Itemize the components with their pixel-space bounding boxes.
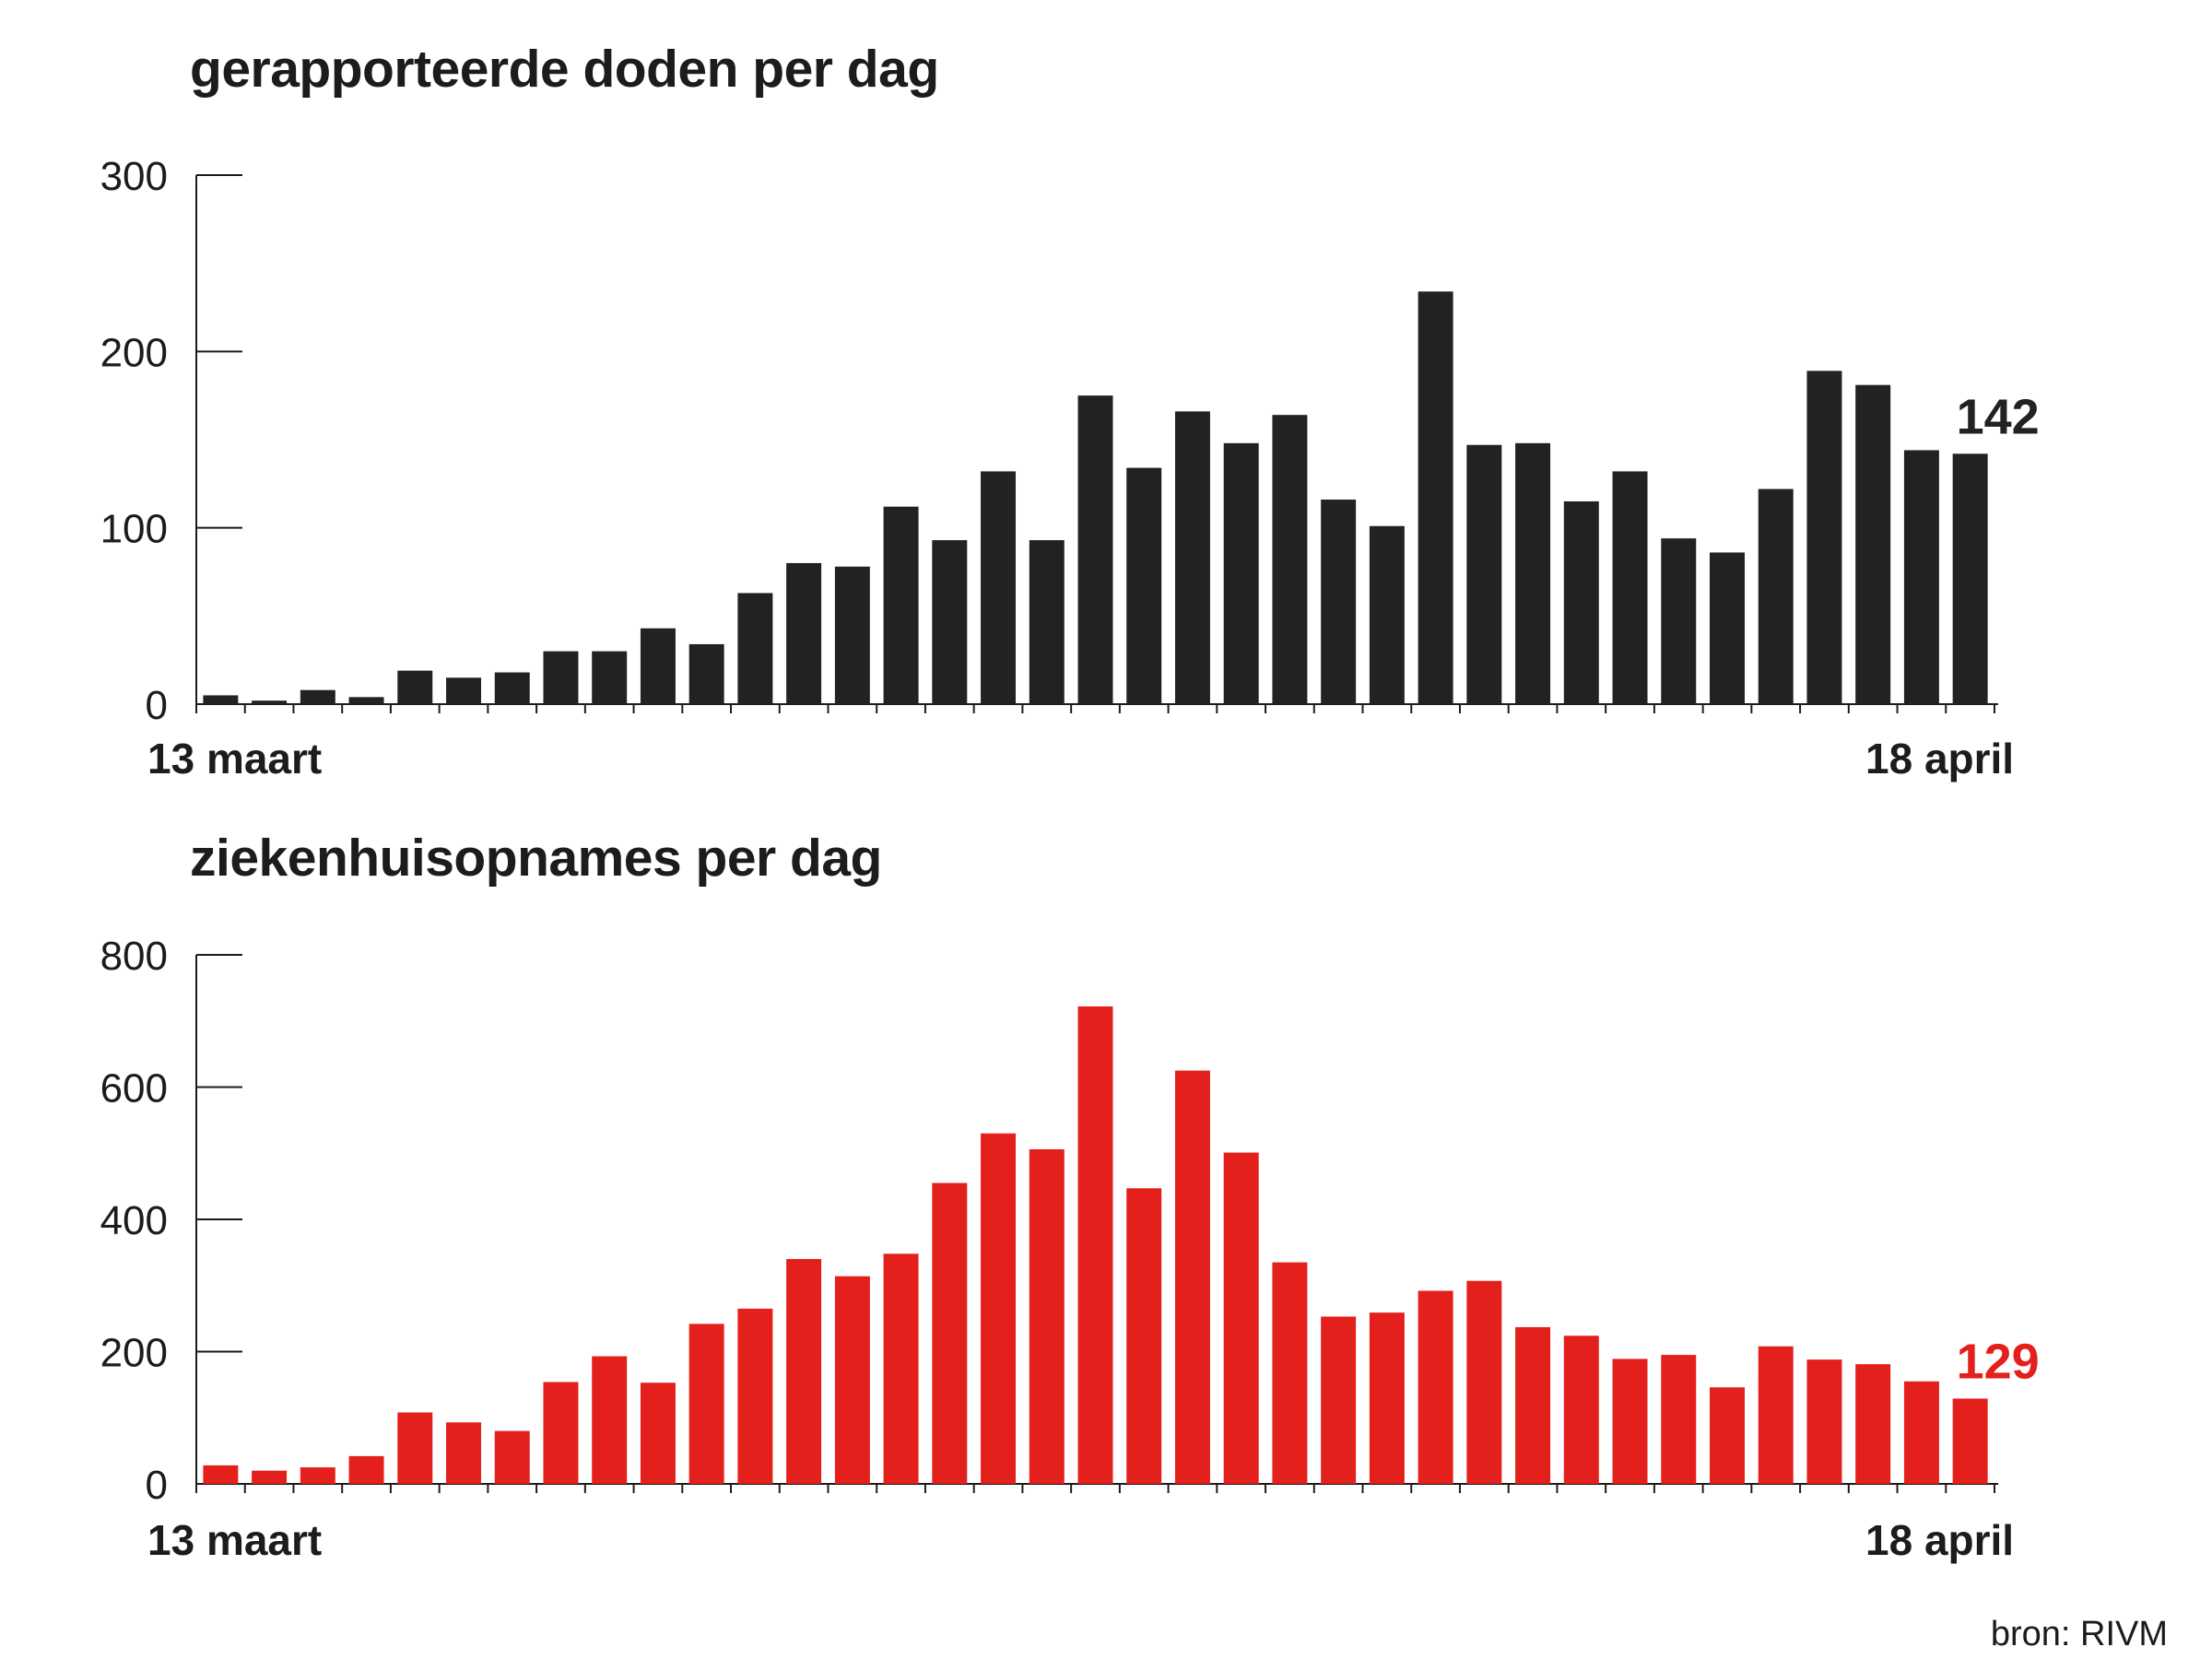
bar-deaths xyxy=(592,651,628,704)
bar-admissions xyxy=(688,1324,724,1484)
bar-admissions xyxy=(834,1276,870,1484)
bar-deaths xyxy=(1952,453,1988,704)
bar-deaths xyxy=(1612,471,1648,704)
bar-deaths xyxy=(883,506,919,704)
bar-admissions xyxy=(1174,1070,1210,1484)
bar-admissions xyxy=(1466,1280,1502,1484)
source-note: bron: RIVM xyxy=(1990,1615,2168,1653)
bar-admissions xyxy=(1806,1359,1842,1484)
bar-admissions xyxy=(397,1412,433,1484)
bar-deaths xyxy=(1806,371,1842,704)
bar-admissions xyxy=(446,1422,481,1484)
bar-deaths xyxy=(300,689,335,704)
bar-admissions xyxy=(592,1356,628,1484)
y-tick-label-admissions: 800 xyxy=(100,934,168,979)
bar-admissions xyxy=(1126,1188,1162,1484)
bar-deaths xyxy=(1466,444,1502,704)
y-tick-label-deaths: 300 xyxy=(100,154,168,199)
bar-admissions xyxy=(1272,1262,1308,1484)
bar-deaths xyxy=(543,651,579,704)
chart-title-admissions: ziekenhuisopnames per dag xyxy=(190,829,882,888)
bar-admissions xyxy=(1369,1312,1405,1484)
bar-admissions xyxy=(1418,1290,1453,1484)
bar-deaths xyxy=(494,672,530,704)
bar-admissions xyxy=(1223,1152,1259,1484)
bar-deaths xyxy=(252,700,288,704)
bar-admissions xyxy=(252,1470,288,1484)
bar-deaths xyxy=(1223,442,1259,704)
bar-deaths xyxy=(203,695,239,704)
bar-deaths xyxy=(932,540,968,704)
bar-deaths xyxy=(1855,384,1891,704)
y-tick-label-admissions: 600 xyxy=(100,1066,168,1112)
bar-deaths xyxy=(688,643,724,704)
x-end-label-admissions: 18 april xyxy=(1865,1516,2015,1564)
bar-admissions xyxy=(543,1382,579,1484)
bar-admissions xyxy=(1661,1355,1697,1484)
y-tick-label-admissions: 400 xyxy=(100,1198,168,1243)
bar-deaths xyxy=(1126,467,1162,704)
bar-admissions xyxy=(786,1259,822,1484)
last-value-label-admissions: 129 xyxy=(1957,1334,2040,1389)
bar-deaths xyxy=(1029,540,1065,704)
bar-admissions xyxy=(1903,1381,1939,1484)
bar-deaths xyxy=(1418,291,1453,704)
bar-deaths xyxy=(1515,442,1551,704)
bar-admissions xyxy=(640,1382,676,1484)
bar-deaths xyxy=(1272,415,1308,704)
bar-admissions xyxy=(883,1253,919,1484)
bar-admissions xyxy=(1563,1335,1599,1484)
bar-admissions xyxy=(203,1465,239,1484)
bar-deaths xyxy=(737,593,773,704)
bar-admissions xyxy=(494,1430,530,1484)
bar-deaths xyxy=(1563,500,1599,704)
bar-admissions xyxy=(1855,1364,1891,1484)
bar-deaths xyxy=(348,697,384,704)
bar-deaths xyxy=(397,670,433,704)
bar-admissions xyxy=(932,1182,968,1484)
bar-deaths xyxy=(981,471,1017,704)
bar-admissions xyxy=(1077,1006,1113,1484)
y-tick-label-deaths: 0 xyxy=(146,683,168,728)
bar-deaths xyxy=(640,628,676,704)
y-tick-label-deaths: 100 xyxy=(100,507,168,552)
bar-admissions xyxy=(1321,1316,1357,1484)
bar-admissions xyxy=(1515,1326,1551,1484)
y-tick-label-admissions: 0 xyxy=(146,1463,168,1508)
bar-admissions xyxy=(737,1308,773,1484)
bar-admissions xyxy=(300,1467,335,1484)
bar-admissions xyxy=(981,1133,1017,1484)
bar-deaths xyxy=(1369,525,1405,704)
y-tick-label-admissions: 200 xyxy=(100,1331,168,1376)
bar-deaths xyxy=(834,566,870,704)
bar-deaths xyxy=(1321,500,1357,704)
bar-admissions xyxy=(1710,1387,1745,1484)
x-end-label-deaths: 18 april xyxy=(1865,735,2015,782)
bar-admissions xyxy=(1758,1346,1794,1484)
bar-deaths xyxy=(1174,411,1210,704)
chart-title-deaths: gerapporteerde doden per dag xyxy=(190,40,939,99)
x-start-label-deaths: 13 maart xyxy=(147,735,323,782)
bar-deaths xyxy=(1903,450,1939,704)
bar-deaths xyxy=(1710,552,1745,704)
x-start-label-admissions: 13 maart xyxy=(147,1516,323,1564)
bar-deaths xyxy=(1661,538,1697,704)
bar-admissions xyxy=(1952,1398,1988,1484)
bar-admissions xyxy=(1612,1359,1648,1484)
bar-admissions xyxy=(1029,1148,1065,1484)
last-value-label-deaths: 142 xyxy=(1957,389,2040,444)
bar-admissions xyxy=(348,1455,384,1484)
bar-deaths xyxy=(446,677,481,704)
y-tick-label-deaths: 200 xyxy=(100,330,168,375)
bar-deaths xyxy=(1758,488,1794,704)
bar-deaths xyxy=(786,562,822,704)
bar-deaths xyxy=(1077,395,1113,704)
